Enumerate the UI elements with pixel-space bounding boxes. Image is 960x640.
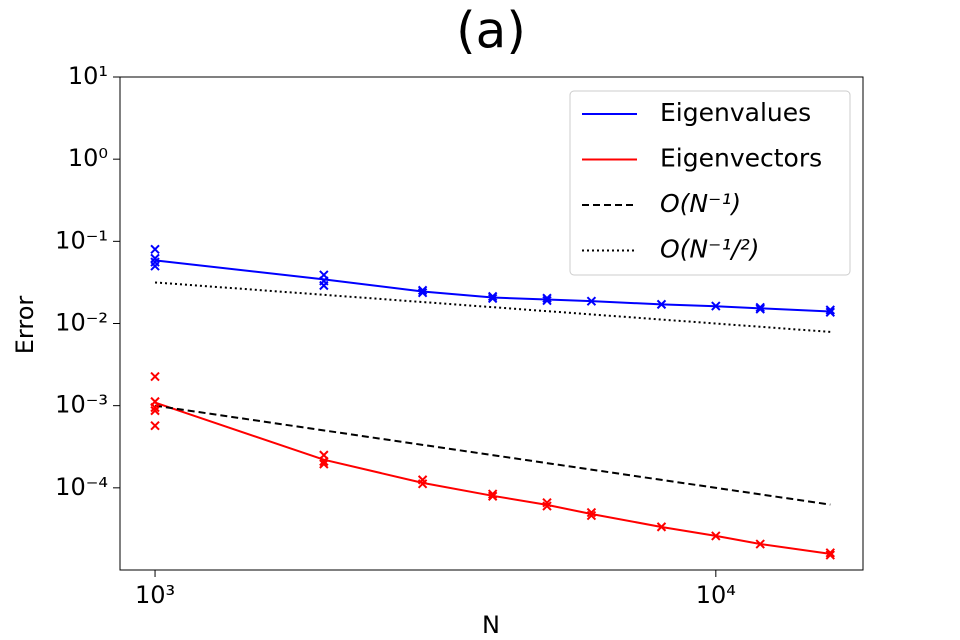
- x-marker: [542, 293, 552, 303]
- y-tick-label: 10⁻²: [55, 309, 108, 337]
- x-marker: [755, 304, 765, 314]
- x-marker: [487, 293, 498, 304]
- x-tick-label: 10³: [135, 581, 175, 609]
- x-marker: [150, 421, 160, 431]
- x-marker: [150, 402, 160, 413]
- x-marker: [417, 288, 428, 298]
- x-marker: [711, 301, 721, 311]
- x-marker: [150, 244, 160, 255]
- x-marker: [825, 305, 835, 315]
- legend-label: Eigenvectors: [660, 144, 822, 173]
- x-marker: [417, 479, 428, 489]
- x-marker: [487, 291, 498, 302]
- x-marker: [825, 548, 835, 558]
- legend-label: Eigenvalues: [660, 98, 811, 127]
- x-marker: [319, 459, 329, 469]
- x-marker: [417, 285, 428, 296]
- x-marker: [150, 253, 160, 264]
- x-marker: [542, 497, 552, 508]
- x-marker: [586, 296, 597, 306]
- x-marker: [586, 510, 597, 521]
- x-marker: [711, 531, 721, 541]
- legend-label: O(N⁻¹/²): [660, 235, 760, 264]
- x-axis-label: N: [482, 611, 500, 639]
- x-marker: [755, 302, 765, 313]
- x-marker: [150, 371, 160, 382]
- x-marker: [542, 295, 552, 306]
- x-marker: [487, 489, 498, 499]
- y-tick-label: 10⁰: [68, 144, 108, 172]
- x-marker: [542, 501, 552, 511]
- x-marker: [825, 550, 835, 560]
- x-marker: [319, 456, 329, 467]
- chart-title: (a): [456, 2, 526, 60]
- x-marker: [755, 539, 765, 549]
- series-line: [154, 404, 831, 506]
- x-marker: [150, 405, 160, 416]
- y-tick-label: 10⁻¹: [55, 226, 108, 254]
- x-marker: [656, 522, 667, 532]
- legend-label: O(N⁻¹): [660, 189, 741, 218]
- y-tick-label: 10⁻⁴: [55, 473, 108, 501]
- series-line: [154, 259, 831, 313]
- series-line: [154, 401, 831, 555]
- x-marker: [586, 507, 597, 518]
- x-tick-label: 10⁴: [696, 581, 736, 609]
- x-marker: [825, 307, 835, 317]
- legend-box: [569, 90, 851, 276]
- x-marker: [656, 299, 667, 310]
- x-marker: [150, 261, 160, 271]
- x-marker: [319, 280, 329, 291]
- x-marker: [417, 475, 428, 485]
- y-axis-label: Error: [11, 296, 39, 355]
- y-tick-label: 10⁻³: [55, 391, 108, 419]
- x-marker: [487, 491, 498, 501]
- y-tick-label: 10¹: [68, 62, 108, 90]
